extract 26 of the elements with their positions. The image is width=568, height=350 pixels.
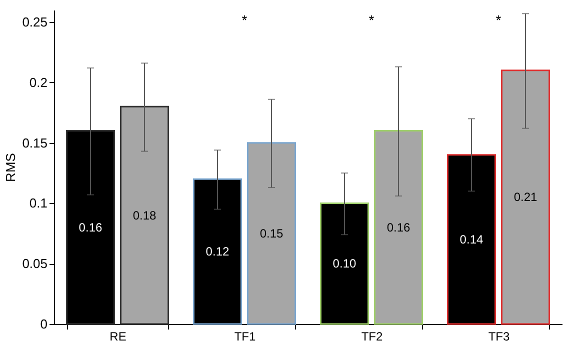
x-tick-label: TF2 <box>361 330 383 344</box>
data-label: 0.12 <box>206 244 230 259</box>
bar <box>246 142 296 325</box>
y-tick-label: 0.05 <box>22 256 48 272</box>
data-label: 0.10 <box>332 256 356 271</box>
x-tick-label: TF3 <box>488 330 510 344</box>
annotation: * <box>242 12 248 28</box>
data-label: 0.21 <box>514 190 538 204</box>
x-tick-label: RE <box>110 330 126 344</box>
x-tick-label: TF1 <box>234 330 256 344</box>
bar <box>374 130 424 325</box>
y-tick-label: 0.25 <box>22 14 48 30</box>
annotation: * <box>496 12 502 28</box>
data-label: 0.15 <box>260 226 284 240</box>
data-label: 0.14 <box>460 232 484 246</box>
bar <box>120 106 170 325</box>
data-label: 0.16 <box>78 220 102 234</box>
bar <box>500 70 550 325</box>
y-tick-label: 0.15 <box>22 135 48 150</box>
annotation: * <box>368 12 375 28</box>
data-label: 0.16 <box>386 220 411 234</box>
data-label: 0.18 <box>132 208 157 222</box>
y-tick-label: 0 <box>40 316 48 332</box>
y-axis-title: RMS <box>3 152 18 182</box>
y-tick-label: 0.2 <box>29 74 48 90</box>
y-tick-label: 0.1 <box>29 196 48 211</box>
